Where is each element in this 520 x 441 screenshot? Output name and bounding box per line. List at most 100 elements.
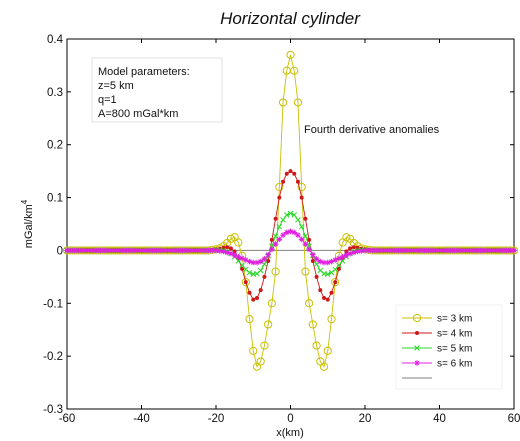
data-point (157, 247, 163, 254)
data-point (318, 288, 323, 293)
data-point (254, 295, 259, 300)
data-point (275, 182, 284, 192)
data-point (373, 247, 379, 254)
data-point (243, 280, 248, 285)
data-point (488, 247, 495, 254)
data-point (142, 247, 149, 254)
data-point (164, 247, 171, 254)
data-point (266, 258, 271, 263)
data-point (313, 261, 320, 267)
data-point (301, 267, 310, 276)
data-point (500, 247, 506, 254)
data-point (410, 247, 417, 254)
legend-label: s= 6 km (437, 359, 472, 370)
data-point (276, 223, 283, 230)
data-point (481, 247, 487, 254)
data-point (127, 247, 134, 254)
x-axis-label: x(km) (276, 427, 304, 439)
data-point (328, 258, 335, 265)
y-axis-label-base: mGal/km (23, 204, 35, 248)
legend-label: s= 4 km (437, 329, 472, 340)
data-point (503, 247, 510, 254)
data-point (322, 295, 327, 300)
data-point (175, 247, 182, 254)
x-tick-label: 0 (287, 413, 293, 425)
data-point (246, 258, 253, 265)
data-point (313, 256, 320, 262)
data-point (365, 247, 372, 254)
data-point (228, 246, 233, 251)
data-point (354, 248, 361, 255)
y-tick-label: 0 (57, 245, 63, 257)
legend-entry: s= 6 km (402, 359, 472, 370)
data-point (82, 247, 89, 254)
data-point (462, 247, 469, 254)
data-point (455, 247, 461, 254)
data-point (351, 245, 356, 250)
legend-label: s= 3 km (437, 314, 472, 325)
data-point (297, 182, 306, 192)
data-point (351, 249, 357, 256)
data-point (246, 269, 253, 276)
data-point (327, 315, 336, 324)
data-point (380, 247, 387, 254)
data-point (310, 258, 315, 263)
data-point (226, 234, 235, 243)
series-s-6-km (64, 228, 517, 266)
y-tick-label: -0.3 (43, 404, 63, 416)
data-point (168, 247, 175, 254)
data-point (225, 245, 230, 250)
model-parameters-line: q=1 (98, 94, 117, 106)
data-point (303, 216, 308, 221)
data-point (418, 247, 424, 254)
data-point (97, 247, 104, 254)
data-point (395, 247, 402, 254)
y-tick-label: -0.1 (43, 298, 63, 310)
data-point (194, 247, 201, 254)
data-point (325, 297, 330, 302)
data-point (256, 357, 265, 366)
data-point (324, 271, 331, 277)
data-point (257, 267, 264, 274)
data-point (262, 274, 267, 279)
data-point (485, 247, 491, 254)
data-point (202, 247, 208, 254)
data-point (67, 247, 74, 254)
data-point (305, 299, 314, 308)
data-point (276, 236, 283, 243)
x-tick-label: -20 (208, 413, 225, 425)
data-point (414, 330, 419, 335)
data-point (299, 195, 304, 200)
data-point (257, 258, 264, 265)
data-point (183, 247, 189, 254)
y-tick-label: -0.2 (43, 351, 63, 363)
y-tick-label: 0.3 (47, 87, 63, 99)
data-point (134, 247, 141, 254)
data-point (339, 253, 346, 260)
data-point (94, 247, 100, 254)
legend-entry: s= 5 km (402, 344, 472, 355)
data-point (414, 247, 420, 254)
model-parameters-line: z=5 km (98, 80, 134, 92)
data-point (90, 247, 96, 254)
data-point (324, 259, 331, 266)
data-point (261, 256, 268, 262)
data-point (224, 249, 230, 256)
data-point (198, 247, 204, 254)
data-point (392, 247, 398, 254)
data-point (342, 233, 351, 242)
data-point (138, 247, 145, 254)
data-point (451, 247, 458, 254)
data-point (414, 360, 420, 366)
data-point (280, 232, 286, 238)
data-point (432, 247, 439, 254)
data-point (172, 247, 178, 254)
data-point (272, 241, 279, 247)
data-point (146, 247, 152, 254)
data-point (511, 247, 517, 254)
data-point (496, 247, 502, 254)
x-tick-label: 40 (433, 413, 446, 425)
data-point (336, 266, 341, 271)
data-point (247, 290, 252, 295)
